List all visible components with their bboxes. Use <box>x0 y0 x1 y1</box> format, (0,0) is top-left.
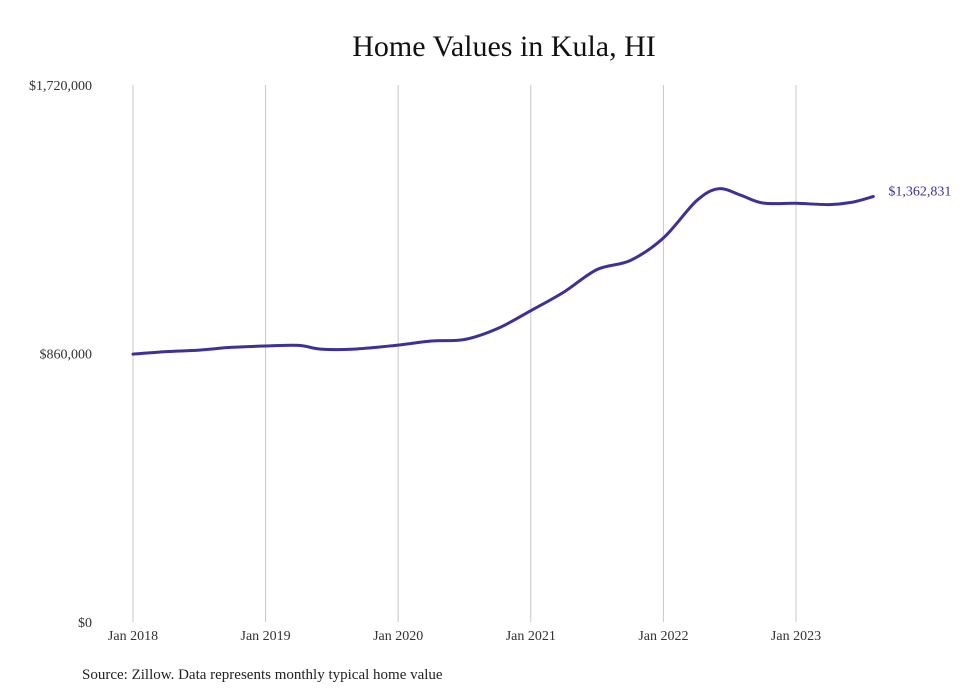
gridlines <box>132 85 797 622</box>
x-tick-label: Jan 2018 <box>108 629 158 644</box>
y-tick-label: $860,000 <box>40 348 93 363</box>
series-line <box>131 187 875 356</box>
x-tick-label: Jan 2020 <box>373 629 423 644</box>
chart-title: Home Values in Kula, HI <box>352 30 656 63</box>
y-tick-label: $0 <box>78 616 92 631</box>
x-tick-label: Jan 2023 <box>771 629 821 644</box>
x-tick-label: Jan 2021 <box>506 629 556 644</box>
source-note: Source: Zillow. Data represents monthly … <box>82 667 443 683</box>
series-layer: $1,362,831 <box>131 185 951 356</box>
y-axis-ticks: $0 $860,000 $1,720,000 <box>29 79 92 631</box>
x-tick-label: Jan 2019 <box>241 629 291 644</box>
x-tick-label: Jan 2022 <box>638 629 688 644</box>
y-tick-label: $1,720,000 <box>29 79 92 94</box>
end-value-label: $1,362,831 <box>888 185 951 200</box>
x-axis-ticks: Jan 2018 Jan 2019 Jan 2020 Jan 2021 Jan 2022… <box>108 629 821 644</box>
